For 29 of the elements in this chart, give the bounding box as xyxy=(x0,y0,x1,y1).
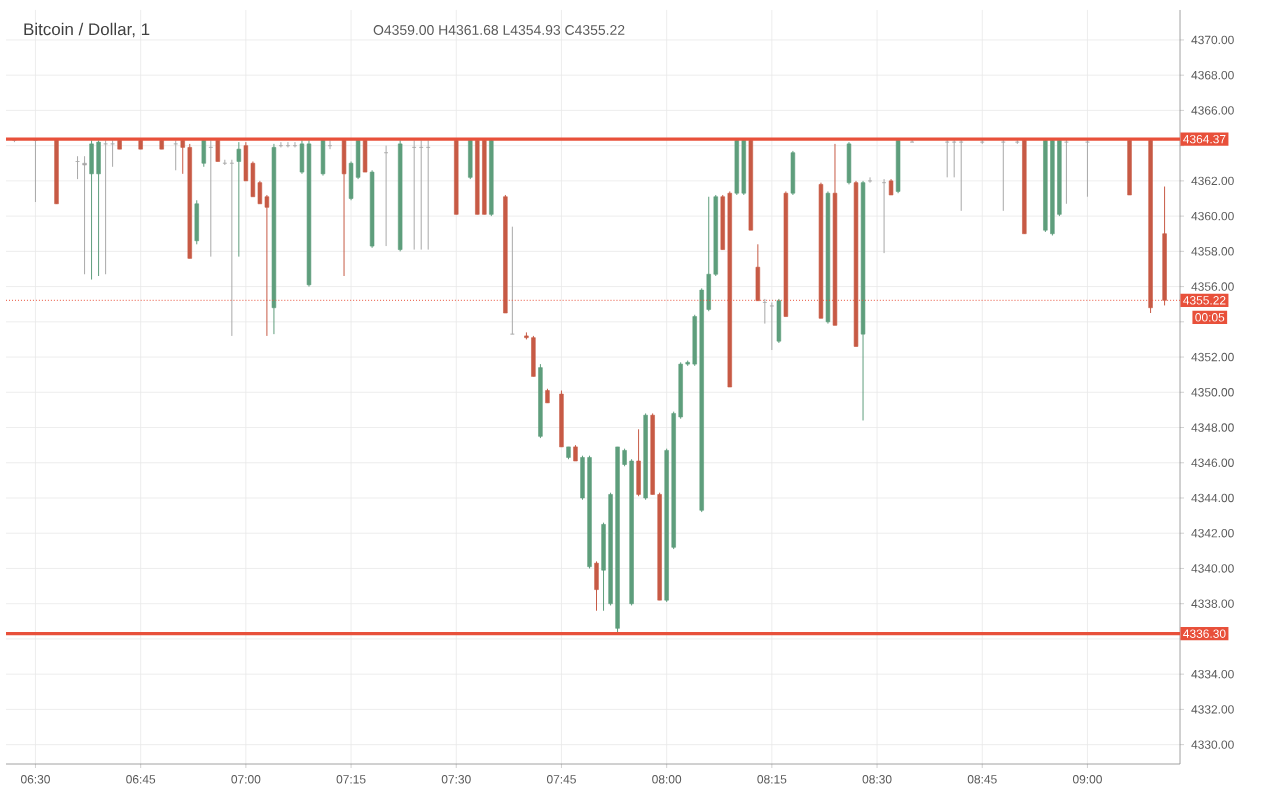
candlestick xyxy=(636,428,641,497)
text: Bitcoin / Dollar, 1 xyxy=(24,22,150,38)
candlestick xyxy=(846,141,852,185)
candlestick xyxy=(194,199,199,245)
candlestick xyxy=(790,150,796,196)
candlestick xyxy=(341,138,347,277)
candlestick xyxy=(594,560,599,612)
candlestick xyxy=(468,138,473,180)
candlestick xyxy=(1064,138,1069,205)
candlestick xyxy=(1001,138,1006,212)
candlestick xyxy=(959,138,964,212)
candlestick xyxy=(362,140,368,173)
candlestick xyxy=(531,335,536,377)
candlestick xyxy=(82,155,87,275)
candlestick xyxy=(96,139,101,277)
candlestick xyxy=(89,139,94,281)
candlestick xyxy=(510,226,515,335)
candlestick xyxy=(755,243,761,302)
candlestick xyxy=(1085,138,1090,198)
candlestick xyxy=(201,138,206,168)
candlestick xyxy=(951,138,957,178)
candlestick xyxy=(236,141,242,258)
candlestick xyxy=(867,176,873,184)
candlestick xyxy=(110,139,115,168)
candlestick xyxy=(769,301,775,351)
candlestick xyxy=(103,139,108,275)
candlestick xyxy=(320,138,326,177)
candlestick xyxy=(173,139,178,171)
candlestick xyxy=(776,298,782,344)
